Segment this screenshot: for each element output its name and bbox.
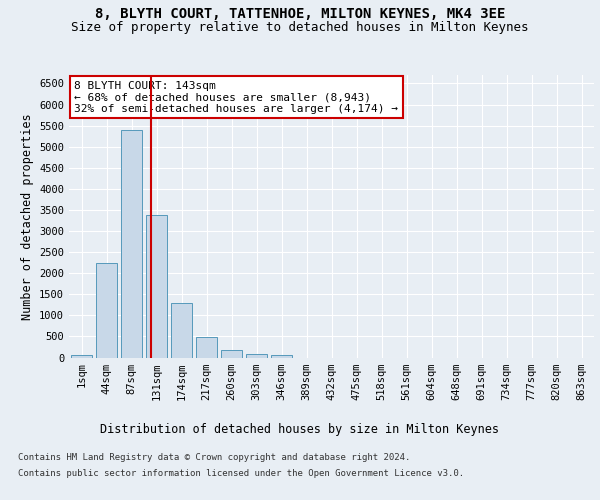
- Text: Size of property relative to detached houses in Milton Keynes: Size of property relative to detached ho…: [71, 21, 529, 34]
- Bar: [171, 302, 192, 358]
- Bar: [271, 355, 292, 358]
- Text: 8 BLYTH COURT: 143sqm
← 68% of detached houses are smaller (8,943)
32% of semi-d: 8 BLYTH COURT: 143sqm ← 68% of detached …: [74, 80, 398, 114]
- Bar: [121, 130, 142, 358]
- Bar: [96, 262, 117, 358]
- Bar: [221, 350, 242, 358]
- Y-axis label: Number of detached properties: Number of detached properties: [20, 113, 34, 320]
- Bar: [246, 354, 267, 358]
- Text: Contains public sector information licensed under the Open Government Licence v3: Contains public sector information licen…: [18, 469, 464, 478]
- Bar: [196, 337, 217, 357]
- Bar: [146, 215, 167, 358]
- Text: Distribution of detached houses by size in Milton Keynes: Distribution of detached houses by size …: [101, 422, 499, 436]
- Bar: [71, 354, 92, 358]
- Text: 8, BLYTH COURT, TATTENHOE, MILTON KEYNES, MK4 3EE: 8, BLYTH COURT, TATTENHOE, MILTON KEYNES…: [95, 8, 505, 22]
- Text: Contains HM Land Registry data © Crown copyright and database right 2024.: Contains HM Land Registry data © Crown c…: [18, 452, 410, 462]
